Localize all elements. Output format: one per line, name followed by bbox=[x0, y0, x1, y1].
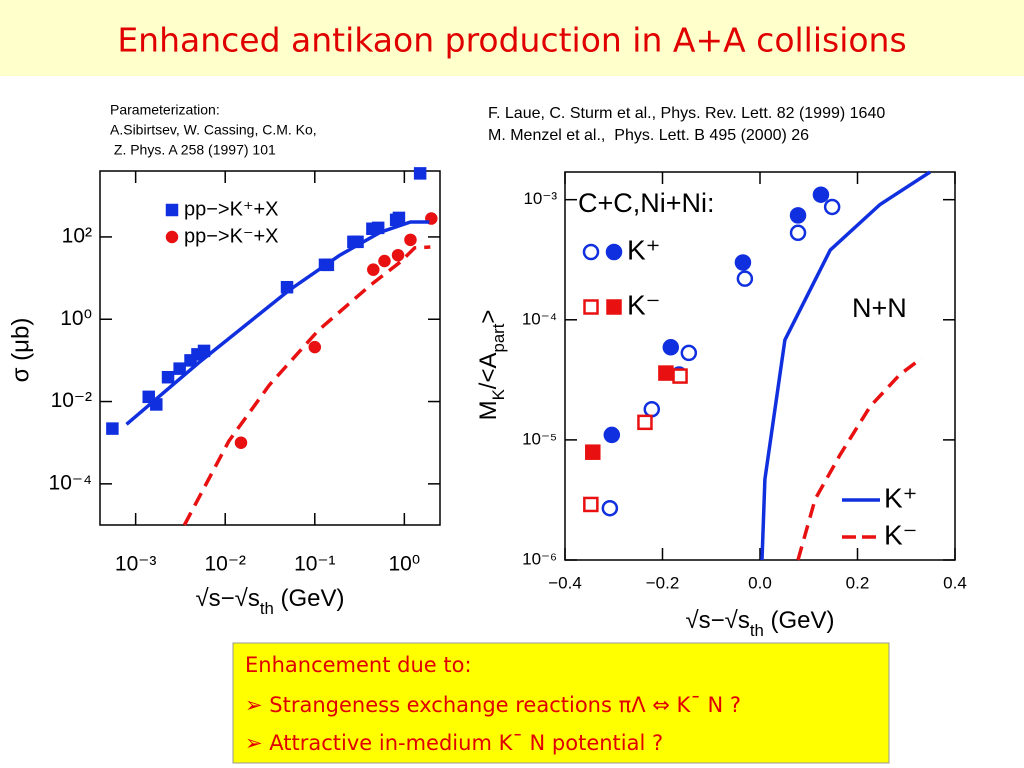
x-axis-label-part: th bbox=[750, 621, 764, 640]
y-tick-label: 10⁻⁴ bbox=[522, 309, 557, 328]
data-point bbox=[823, 198, 841, 216]
y-axis-label-part: M bbox=[475, 400, 502, 420]
y-axis-label-part: K bbox=[489, 389, 508, 400]
data-point bbox=[601, 499, 619, 517]
box-text: Enhancement due to: ➢ Strangeness exchan… bbox=[245, 653, 741, 755]
reference-line: F. Laue, C. Sturm et al., Phys. Rev. Let… bbox=[488, 105, 885, 122]
reference-line: A.Sibirtsev, W. Cassing, C.M. Ko, bbox=[110, 122, 317, 138]
legend-label: K⁺ bbox=[884, 482, 917, 513]
legend-symbol bbox=[583, 299, 599, 315]
chart: −0.4 −0.2 0.0 0.2 0.4 10⁻⁶ 10⁻⁵ 10⁻⁴ 10⁻³ √s−√sth… bbox=[475, 170, 967, 640]
reference-left: Parameterization: A.Sibirtsev, W. Cassin… bbox=[110, 102, 317, 158]
annotation: N+N bbox=[852, 293, 907, 323]
legend-symbol bbox=[582, 243, 600, 261]
data-point bbox=[404, 233, 417, 247]
y-tick-label: 10⁻⁴ bbox=[49, 471, 92, 494]
x-tick-label: 0.0 bbox=[748, 573, 772, 592]
data-point bbox=[413, 167, 427, 180]
x-axis-label-part: th bbox=[260, 599, 274, 618]
data-point bbox=[662, 339, 680, 356]
title-band bbox=[0, 0, 1024, 76]
y-tick-label: 10⁻³ bbox=[523, 189, 557, 208]
y-axis-label: σ (μb) bbox=[7, 318, 34, 383]
plot-frame bbox=[99, 170, 441, 526]
data-point bbox=[367, 263, 380, 276]
legend-label: K⁻ bbox=[627, 289, 660, 320]
box-heading: Enhancement due to: bbox=[245, 653, 472, 677]
y-tick-label: 10⁰ bbox=[60, 307, 92, 330]
box-item: ➢ Attractive in-medium K¯ N potential ? bbox=[245, 731, 663, 755]
x-axis-label-part: √s−√s bbox=[195, 585, 259, 612]
data-point bbox=[142, 390, 155, 404]
reference-line: Parameterization: bbox=[110, 102, 220, 118]
data-point bbox=[643, 400, 661, 418]
highlight-box bbox=[232, 642, 890, 764]
data-point bbox=[680, 344, 698, 362]
x-axis-label-part: (GeV) bbox=[274, 585, 345, 612]
x-tick-label: 10⁻¹ bbox=[294, 553, 335, 576]
x-axis-label-part: (GeV) bbox=[764, 607, 835, 634]
data-point bbox=[585, 444, 601, 460]
legend-symbol bbox=[605, 243, 623, 261]
data-point bbox=[392, 211, 406, 225]
x-tick-label: −0.2 bbox=[646, 573, 680, 592]
legend-label: pp−>K⁺+X bbox=[184, 198, 279, 220]
reference-line: Z. Phys. A 258 (1997) 101 bbox=[110, 142, 276, 158]
slide-title: Enhanced antikaon production in A+A coll… bbox=[117, 21, 906, 60]
legend-label: K⁻ bbox=[884, 519, 917, 550]
data-point bbox=[789, 224, 807, 242]
curve bbox=[796, 356, 923, 561]
x-tick-label: 10⁰ bbox=[388, 553, 420, 576]
x-axis-label: √s−√sth (GeV) bbox=[685, 607, 834, 640]
x-tick-label: 0.2 bbox=[846, 573, 870, 592]
reference-line: M. Menzel et al., Phys. Lett. B 495 (200… bbox=[488, 127, 809, 144]
data-point bbox=[658, 365, 674, 381]
x-tick-label: 0.4 bbox=[943, 573, 967, 592]
data-point bbox=[734, 254, 752, 271]
y-axis-label-part: /<A bbox=[475, 353, 502, 390]
curve bbox=[125, 220, 430, 426]
data-point bbox=[234, 436, 248, 449]
x-tick-label: 10⁻² bbox=[204, 553, 245, 576]
data-point bbox=[161, 370, 175, 384]
curve bbox=[182, 245, 431, 526]
legend-title: C+C,Ni+Ni: bbox=[578, 188, 715, 218]
data-point bbox=[378, 254, 391, 268]
data-point bbox=[672, 368, 688, 384]
y-tick-label: 10⁻² bbox=[51, 389, 92, 412]
box-item: ➢ Strangeness exchange reactions πΛ ⇔ K¯… bbox=[245, 693, 741, 717]
data-point bbox=[637, 414, 653, 431]
x-axis-label: √s−√sth (GeV) bbox=[195, 585, 344, 618]
x-axis-label-part: √s−√s bbox=[685, 607, 749, 634]
y-tick-label: 10⁻⁵ bbox=[522, 429, 557, 448]
data-point bbox=[391, 248, 405, 262]
legend-symbol bbox=[165, 230, 179, 244]
chart: 10⁻³ 10⁻² 10⁻¹ 10⁰ 10⁻⁴ 10⁻² 10⁰ 10² √s−√sth (Ge… bbox=[7, 167, 441, 618]
data-point bbox=[583, 496, 599, 513]
y-axis-label-part: > bbox=[475, 310, 502, 324]
reference-right: F. Laue, C. Sturm et al., Phys. Rev. Let… bbox=[488, 105, 885, 144]
data-point bbox=[603, 426, 621, 444]
data-point bbox=[106, 422, 119, 435]
curve bbox=[760, 170, 932, 561]
y-axis-label: MK/<Apart> bbox=[475, 310, 508, 421]
data-point bbox=[173, 362, 186, 375]
legend-label: K⁺ bbox=[627, 234, 660, 265]
x-tick-label: −0.4 bbox=[548, 573, 582, 592]
legend-symbol bbox=[165, 203, 179, 217]
y-tick-label: 10⁻⁶ bbox=[522, 549, 557, 568]
y-tick-label: 10² bbox=[62, 224, 92, 247]
data-point bbox=[308, 340, 322, 354]
x-tick-label: 10⁻³ bbox=[115, 553, 156, 576]
legend-label: pp−>K⁻+X bbox=[184, 225, 279, 247]
data-point bbox=[812, 186, 830, 203]
y-axis-label-part: part bbox=[489, 323, 508, 352]
data-point bbox=[736, 270, 754, 287]
data-point bbox=[789, 207, 807, 224]
data-point bbox=[197, 344, 211, 358]
legend-symbol bbox=[606, 299, 622, 315]
